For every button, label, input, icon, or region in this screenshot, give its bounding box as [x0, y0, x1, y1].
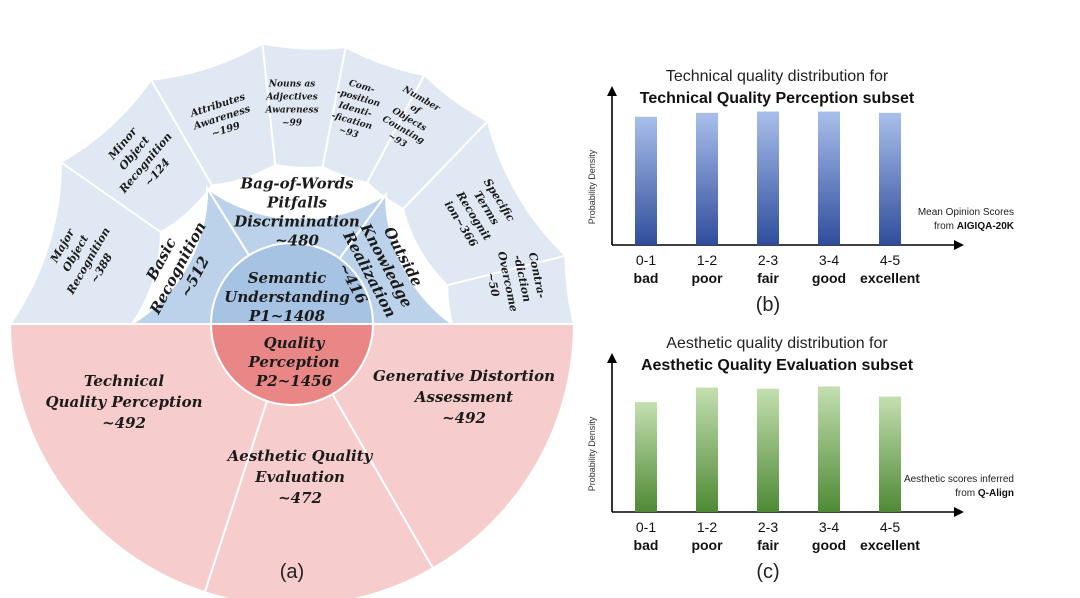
sunburst-center-semantic [209, 242, 375, 325]
bar-1-2 [696, 387, 718, 512]
axis-annotation-prefix: from [955, 488, 975, 499]
x-category-name: excellent [860, 537, 920, 553]
outer-segment-label: Nouns as Adjectives Awareness ~99 [264, 80, 318, 129]
y-axis-label: Probability Density [587, 416, 597, 491]
y-axis-label: Probability Density [587, 149, 597, 224]
quality-segment-label-line: Generative Distortion [373, 367, 555, 385]
quality-segment-label-line: ~472 [278, 489, 322, 507]
center-semantic-label-line: Understanding [224, 288, 350, 306]
x-category-name: good [812, 270, 846, 286]
x-tick-label: 4-5 [880, 252, 900, 268]
x-category-name: bad [634, 270, 659, 286]
x-tick-label: 4-5 [880, 519, 900, 535]
x-category-name: fair [757, 537, 779, 553]
x-category-name: poor [691, 270, 723, 286]
axis-annotation-prefix: from [934, 221, 954, 232]
panel-caption: (b) [756, 294, 780, 316]
middle-segment-label-line: Discrimination [233, 213, 360, 231]
axis-annotation: Mean Opinion Scores [918, 207, 1014, 218]
chart-title-bold: Technical Quality Perception subset [640, 90, 915, 107]
axis-annotation: from Q-Align [955, 488, 1014, 499]
axis-annotation: Aesthetic scores inferred [904, 474, 1014, 485]
axis-annotation: from AIGIQA-20K [934, 221, 1015, 232]
bar-4-5 [879, 396, 901, 512]
x-category-name: poor [691, 537, 723, 553]
bar-3-4 [818, 111, 840, 245]
outer-segment-label-line: ~50 [484, 271, 502, 298]
axis-annotation-dataset: Q-Align [978, 488, 1014, 499]
center-semantic-label-line: P1~1408 [248, 307, 326, 325]
quality-segment-label-line: Technical [84, 372, 164, 390]
chart-title-bold: Aesthetic Quality Evaluation subset [641, 357, 914, 374]
bar-0-1 [635, 116, 657, 246]
x-tick-label: 3-4 [819, 519, 839, 535]
bar-4-5 [879, 112, 901, 245]
quality-segment-label-line: Aesthetic Quality [226, 447, 374, 465]
x-category-name: excellent [860, 270, 920, 286]
x-tick-label: 3-4 [819, 252, 839, 268]
chart-title: Technical quality distribution for [666, 68, 889, 85]
outer-segment-label-line: Awareness [264, 106, 318, 116]
x-category-name: fair [757, 270, 779, 286]
panel-caption: (c) [756, 561, 779, 583]
panel-a-caption: (a) [280, 561, 304, 583]
x-tick-label: 1-2 [697, 252, 717, 268]
center-quality-label-line: Perception [247, 353, 339, 371]
chart-title: Aesthetic quality distribution for [666, 335, 888, 352]
outer-segment-label-line: ~99 [282, 119, 303, 129]
quality-segment-label-line: Assessment [413, 388, 513, 406]
quality-segment-label: Technical Quality Perception ~492 [46, 372, 203, 432]
sunburst-center-quality [209, 323, 375, 406]
x-tick-label: 1-2 [697, 519, 717, 535]
x-tick-label: 2-3 [758, 252, 778, 268]
aesthetic-quality-bar-chart: Aesthetic quality distribution for Aesthe… [587, 335, 1014, 583]
bar-3-4 [818, 386, 840, 512]
quality-segment-label: Aesthetic Quality Evaluation ~472 [226, 447, 374, 507]
center-semantic-label-line: Semantic [248, 269, 327, 287]
bar-2-3 [757, 388, 779, 512]
x-tick-label: 2-3 [758, 519, 778, 535]
quality-segment-label-line: Evaluation [254, 468, 345, 486]
x-category-name: good [812, 537, 846, 553]
quality-segment-label-line: Quality Perception [46, 393, 203, 411]
middle-segment-label-line: ~480 [275, 232, 319, 250]
bar-1-2 [696, 112, 718, 245]
outer-segment-label-line: Nouns as [268, 80, 315, 90]
x-category-name: bad [634, 537, 659, 553]
middle-segment-label-line: Bag-of-Words [240, 175, 354, 193]
center-quality-label-line: P2~1456 [255, 372, 333, 390]
x-tick-label: 0-1 [636, 519, 656, 535]
outer-segment-label-line: Adjectives [265, 93, 317, 103]
quality-segment-label-line: ~492 [102, 414, 146, 432]
quality-segment-label: Generative Distortion Assessment ~492 [373, 367, 555, 427]
bar-2-3 [757, 111, 779, 245]
center-quality-label-line: Quality [264, 334, 326, 352]
bar-0-1 [635, 402, 657, 512]
technical-quality-bar-chart: Technical quality distribution for Techni… [587, 68, 1015, 316]
x-tick-label: 0-1 [636, 252, 656, 268]
quality-segment-label-line: ~492 [442, 409, 486, 427]
axis-annotation-dataset: AIGIQA-20K [957, 221, 1015, 232]
middle-segment-label-line: Pitfalls [266, 194, 327, 212]
